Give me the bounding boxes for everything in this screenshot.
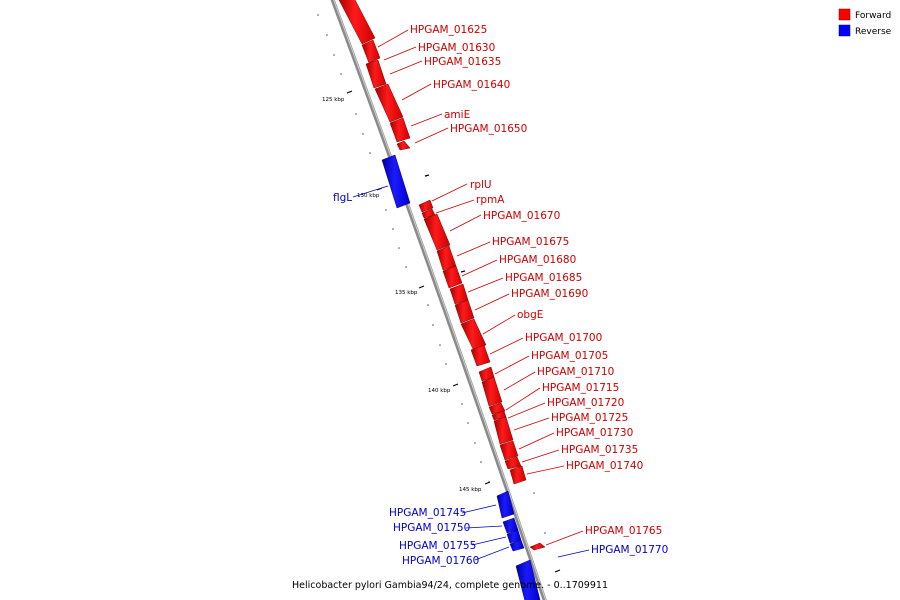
tick-label-145: 145 kbp bbox=[459, 487, 482, 493]
gene-label-HPGAM_01720[interactable]: HPGAM_01720 bbox=[547, 397, 624, 409]
gene-arrow-HPGAM_01770[interactable] bbox=[515, 559, 541, 600]
gene-arrow-HPGAM_01730[interactable] bbox=[499, 440, 519, 461]
gene-arrow-HPGAM_01700[interactable] bbox=[470, 344, 491, 367]
tick-mark-140 bbox=[452, 383, 459, 387]
gene-arrow-HPGAM_01650[interactable] bbox=[396, 140, 411, 151]
scale-ticks: 125 kbp 130 kbp 135 kbp 140 kbp 145 kbp bbox=[322, 90, 561, 573]
gene-label-HPGAM_01715[interactable]: HPGAM_01715 bbox=[542, 382, 619, 394]
gene-arrow-HPGAM_01635[interactable] bbox=[365, 59, 387, 89]
legend: Forward Reverse bbox=[838, 8, 892, 37]
gene-label-HPGAM_01770[interactable]: HPGAM_01770 bbox=[591, 544, 668, 556]
tick-label-135: 135 kbp bbox=[395, 290, 418, 296]
tick-mark-extra-2 bbox=[460, 270, 466, 273]
genome-backbone-highlight bbox=[333, 0, 547, 600]
gene-arrow-HPGAM_01740[interactable] bbox=[509, 465, 527, 485]
gene-label-HPGAM_01670[interactable]: HPGAM_01670 bbox=[483, 210, 560, 222]
legend-label-reverse: Reverse bbox=[855, 27, 892, 37]
gene-label-amiE[interactable]: amiE bbox=[444, 109, 470, 121]
gene-label-rplU[interactable]: rplU bbox=[470, 179, 492, 191]
gene-label-HPGAM_01685[interactable]: HPGAM_01685 bbox=[505, 272, 582, 284]
gene-label-rpmA[interactable]: rpmA bbox=[476, 194, 505, 206]
tick-label-140: 140 kbp bbox=[428, 388, 451, 394]
gene-label-HPGAM_01740[interactable]: HPGAM_01740 bbox=[566, 460, 643, 472]
gene-label-HPGAM_01700[interactable]: HPGAM_01700 bbox=[525, 332, 602, 344]
gene-arrow-HPGAM_01680[interactable] bbox=[442, 265, 463, 289]
tick-mark-125 bbox=[346, 90, 353, 94]
gene-label-HPGAM_01730[interactable]: HPGAM_01730 bbox=[556, 427, 633, 439]
gene-arrow-HPGAM_01765[interactable] bbox=[529, 542, 546, 551]
gene-labels: HPGAM_01625 HPGAM_01630 HPGAM_01635 HPGA… bbox=[333, 24, 668, 567]
gene-arrow-amiE[interactable] bbox=[389, 117, 411, 143]
gene-label-HPGAM_01745[interactable]: HPGAM_01745 bbox=[389, 507, 466, 519]
gene-arrow-obgE[interactable] bbox=[460, 318, 487, 350]
gene-label-HPGAM_01710[interactable]: HPGAM_01710 bbox=[537, 366, 614, 378]
gene-label-HPGAM_01680[interactable]: HPGAM_01680 bbox=[499, 254, 576, 266]
gene-label-HPGAM_01755[interactable]: HPGAM_01755 bbox=[399, 540, 476, 552]
gene-arrow-HPGAM_01735[interactable] bbox=[504, 456, 522, 470]
gene-label-HPGAM_01625[interactable]: HPGAM_01625 bbox=[410, 24, 487, 36]
label-leaders bbox=[352, 29, 590, 561]
gene-label-HPGAM_01735[interactable]: HPGAM_01735 bbox=[561, 444, 638, 456]
gene-arrow-HPGAM_01710[interactable] bbox=[481, 376, 503, 407]
tick-mark-145 bbox=[484, 481, 491, 485]
gene-arrow-HPGAM_01675[interactable] bbox=[436, 245, 457, 271]
forward-genes bbox=[338, 0, 546, 551]
tick-mark-extra-3 bbox=[554, 569, 561, 573]
map-caption: Helicobacter pylori Gambia94/24, complet… bbox=[292, 580, 608, 591]
tick-label-125: 125 kbp bbox=[322, 97, 345, 103]
gene-label-HPGAM_01635[interactable]: HPGAM_01635 bbox=[424, 56, 501, 68]
gene-label-HPGAM_01725[interactable]: HPGAM_01725 bbox=[551, 412, 628, 424]
gene-label-HPGAM_01640[interactable]: HPGAM_01640 bbox=[433, 79, 510, 91]
genome-backbone bbox=[330, 0, 547, 600]
gene-arrow-HPGAM_01745[interactable] bbox=[496, 490, 515, 519]
gene-label-HPGAM_01760[interactable]: HPGAM_01760 bbox=[402, 555, 479, 567]
gene-arrow-HPGAM_01625[interactable] bbox=[338, 0, 376, 45]
legend-swatch-reverse bbox=[838, 24, 851, 37]
tick-mark-extra-1 bbox=[424, 174, 430, 177]
gene-label-HPGAM_01650[interactable]: HPGAM_01650 bbox=[450, 123, 527, 135]
gene-label-HPGAM_01630[interactable]: HPGAM_01630 bbox=[418, 42, 495, 54]
legend-swatch-forward bbox=[838, 8, 851, 21]
gene-label-HPGAM_01750[interactable]: HPGAM_01750 bbox=[393, 522, 470, 534]
gene-label-HPGAM_01690[interactable]: HPGAM_01690 bbox=[511, 288, 588, 300]
gene-arrow-HPGAM_01725[interactable] bbox=[493, 416, 514, 445]
gene-arrow-flgL[interactable] bbox=[381, 154, 411, 209]
gene-arrow-HPGAM_01630[interactable] bbox=[361, 39, 381, 64]
gene-label-HPGAM_01705[interactable]: HPGAM_01705 bbox=[531, 350, 608, 362]
gene-label-obgE[interactable]: obgE bbox=[517, 309, 543, 321]
gene-arrow-HPGAM_01715[interactable] bbox=[488, 402, 506, 415]
legend-label-forward: Forward bbox=[855, 11, 891, 21]
gene-arrow-HPGAM_01760[interactable] bbox=[509, 539, 525, 552]
reverse-genes bbox=[381, 154, 541, 600]
gene-label-flgL[interactable]: flgL bbox=[333, 192, 352, 204]
gene-label-HPGAM_01675[interactable]: HPGAM_01675 bbox=[492, 236, 569, 248]
gene-arrow-HPGAM_01670[interactable] bbox=[423, 213, 451, 251]
tick-mark-135 bbox=[418, 285, 425, 289]
gene-arrow-HPGAM_01640[interactable] bbox=[374, 83, 404, 123]
gene-arrow-rplU[interactable] bbox=[418, 199, 434, 213]
gene-label-HPGAM_01765[interactable]: HPGAM_01765 bbox=[585, 525, 662, 537]
tick-label-130: 130 kbp bbox=[357, 193, 380, 199]
gene-arrow-HPGAM_01690[interactable] bbox=[454, 299, 475, 324]
